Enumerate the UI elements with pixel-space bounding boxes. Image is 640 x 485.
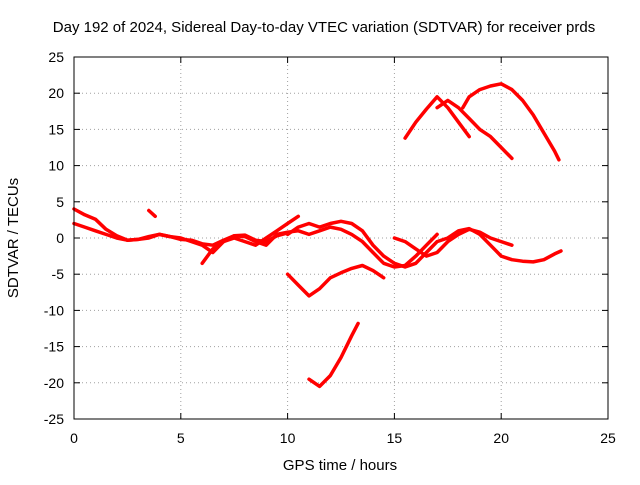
series-arc-5	[285, 219, 563, 269]
y-tick-label: -10	[44, 302, 64, 318]
data-series	[72, 82, 563, 389]
series-arc-4	[200, 214, 301, 266]
y-tick-label: 15	[48, 121, 64, 137]
y-tick-label: 25	[48, 49, 64, 65]
x-axis-label: GPS time / hours	[283, 457, 397, 474]
chart-title: Day 192 of 2024, Sidereal Day-to-day VTE…	[53, 19, 595, 36]
series-arc-8	[307, 321, 360, 389]
series-arc-10	[461, 82, 561, 162]
x-tick-label: 20	[493, 430, 509, 446]
y-tick-label: 20	[48, 85, 64, 101]
axis-ticks: 0 5 10 15 20 25 -25 -20 -15 -10 -5 0 5 10 15 20 25	[44, 49, 616, 446]
x-tick-label: 5	[177, 430, 185, 446]
y-axis-label: SDTVAR / TECUs	[5, 178, 22, 298]
series-arc-2	[72, 221, 439, 269]
series-arc-9	[403, 95, 471, 140]
series-arc-11	[435, 98, 514, 161]
x-tick-label: 0	[70, 430, 78, 446]
series-arc-7	[285, 263, 386, 298]
y-tick-label: -20	[44, 375, 64, 391]
y-tick-label: 5	[56, 194, 64, 210]
y-tick-label: -15	[44, 339, 64, 355]
x-tick-label: 15	[387, 430, 403, 446]
x-tick-label: 10	[280, 430, 296, 446]
series-arc-6	[392, 227, 514, 258]
y-tick-label: 0	[56, 230, 64, 246]
series-arc-3	[147, 208, 157, 219]
grid	[74, 57, 608, 419]
x-tick-label: 25	[600, 430, 616, 446]
y-tick-label: -25	[44, 411, 64, 427]
y-tick-label: -5	[52, 266, 65, 282]
y-tick-label: 10	[48, 158, 64, 174]
